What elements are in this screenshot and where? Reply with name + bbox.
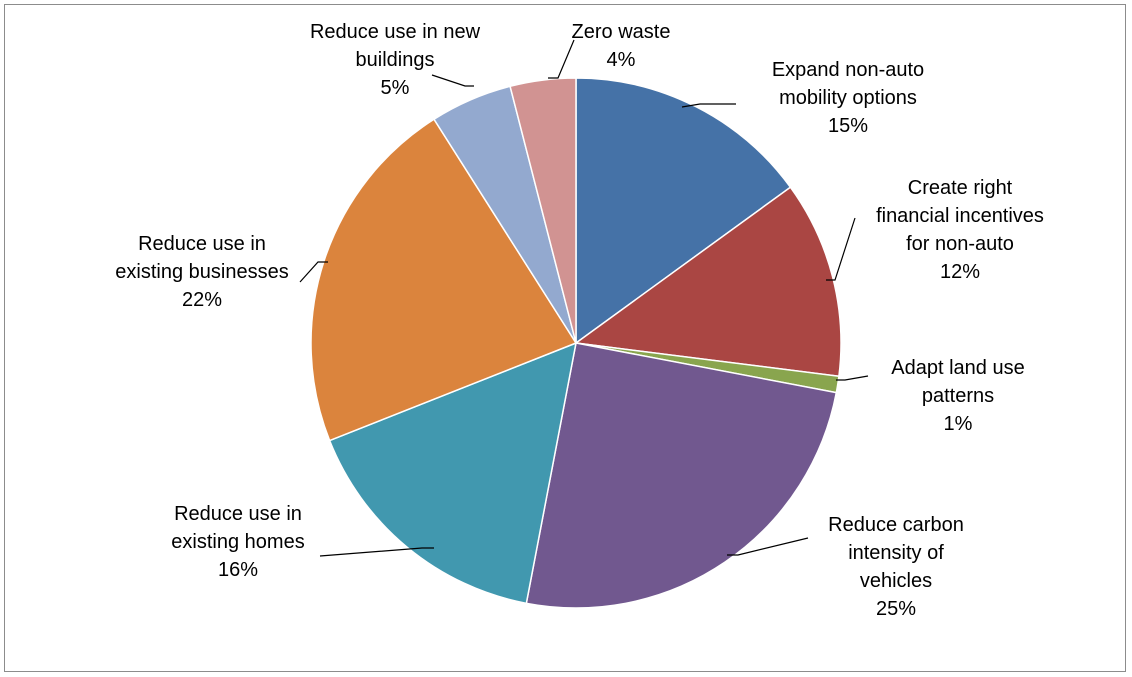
leader-line-7 — [548, 39, 575, 79]
slice-label-line-6-1: buildings — [356, 49, 435, 71]
leader-line-1 — [826, 217, 856, 281]
pie-slice-7 — [509, 77, 577, 344]
slice-percent-6: 5% — [381, 77, 410, 99]
pie-slice-3 — [525, 342, 838, 609]
pie-slice-1 — [574, 186, 842, 378]
leader-line-5 — [299, 261, 328, 283]
slice-label-line-0-0: Expand non-auto — [772, 59, 924, 81]
slice-label-line-1-0: Create right — [908, 177, 1013, 199]
slice-label-1: Create right financial incentives for non-… — [876, 177, 1044, 283]
slice-label-line-5-0: Reduce use in — [138, 233, 266, 255]
slice-label-5: Reduce use in existing businesses 22% — [115, 233, 288, 311]
leader-line-2 — [836, 375, 869, 381]
slice-percent-4: 16% — [218, 559, 258, 581]
slice-percent-3: 25% — [876, 598, 916, 620]
pie-slice-4 — [328, 341, 577, 605]
slice-label-2: Adapt land use patterns 1% — [891, 357, 1024, 435]
leader-line-4 — [319, 547, 434, 557]
slice-percent-5: 22% — [182, 289, 222, 311]
slice-label-line-3-0: Reduce carbon — [828, 514, 964, 536]
slice-label-4: Reduce use in existing homes 16% — [171, 503, 304, 581]
slice-label-line-5-1: existing businesses — [115, 261, 288, 283]
slice-percent-2: 1% — [944, 413, 973, 435]
slice-label-7: Zero waste 4% — [572, 21, 671, 71]
pie-slice-0 — [575, 77, 792, 345]
leader-line-6 — [431, 74, 474, 87]
slice-label-line-2-1: patterns — [922, 385, 994, 407]
leader-line-3 — [727, 537, 809, 556]
slice-label-0: Expand non-auto mobility options 15% — [772, 59, 924, 137]
slice-label-line-0-1: mobility options — [779, 87, 917, 109]
slice-label-line-6-0: Reduce use in new — [310, 21, 481, 43]
slice-label-line-2-0: Adapt land use — [891, 357, 1024, 379]
slice-label-line-7-0: Zero waste — [572, 21, 671, 43]
slice-label-line-3-1: intensity of — [848, 542, 944, 564]
pie-slice-5 — [310, 118, 578, 442]
slice-label-3: Reduce carbon intensity of vehicles 25% — [828, 514, 964, 620]
slice-label-line-3-2: vehicles — [860, 570, 932, 592]
slice-label-line-1-1: financial incentives — [876, 205, 1044, 227]
slice-label-line-4-0: Reduce use in — [174, 503, 302, 525]
slice-percent-7: 4% — [607, 49, 636, 71]
slice-label-6: Reduce use in new buildings 5% — [310, 21, 481, 99]
slice-percent-0: 15% — [828, 115, 868, 137]
slice-label-line-1-2: for non-auto — [906, 233, 1014, 255]
slice-label-line-4-1: existing homes — [171, 531, 304, 553]
leader-line-0 — [681, 103, 736, 108]
slice-percent-1: 12% — [940, 261, 980, 283]
